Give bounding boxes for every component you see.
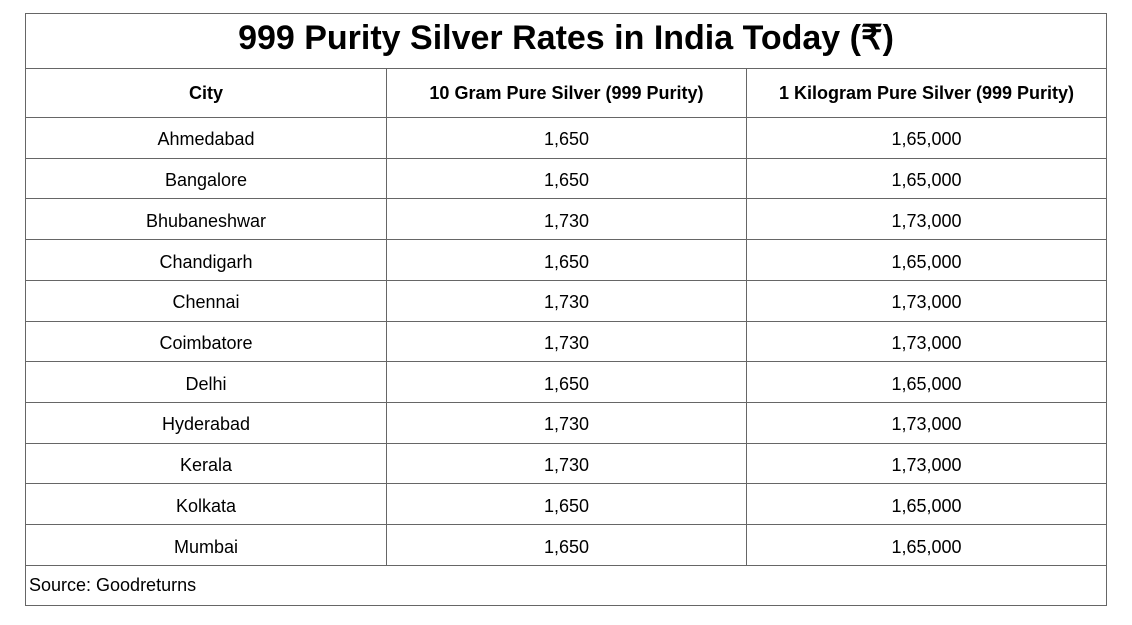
column-header-10-gram: 10 Gram Pure Silver (999 Purity) (386, 68, 747, 118)
city-cell: Coimbatore (25, 320, 387, 363)
city-cell: Mumbai (25, 524, 387, 566)
price-10-gram-cell: 1,650 (386, 361, 747, 404)
price-1-kilogram-cell: 1,65,000 (745, 117, 1108, 159)
city-cell: Ahmedabad (25, 117, 387, 159)
price-1-kilogram-cell: 1,73,000 (745, 320, 1108, 363)
table-row-bangalore: Bangalore 1,650 1,65,000 (25, 157, 1108, 200)
price-1-kilogram-cell: 1,73,000 (745, 279, 1108, 322)
table-row-chennai: Chennai 1,730 1,73,000 (25, 279, 1108, 322)
price-10-gram-cell: 1,650 (386, 524, 747, 566)
table-row-bhubaneshwar: Bhubaneshwar 1,730 1,73,000 (25, 198, 1108, 241)
city-cell: Delhi (25, 361, 387, 404)
price-1-kilogram-cell: 1,65,000 (745, 524, 1108, 566)
city-cell: Chandigarh (25, 239, 387, 281)
table-header-row: City 10 Gram Pure Silver (999 Purity) 1 … (25, 68, 1108, 118)
city-cell: Hyderabad (25, 402, 387, 444)
table-title-row: 999 Purity Silver Rates in India Today (… (24, 13, 1108, 69)
price-10-gram-cell: 1,730 (386, 442, 747, 485)
price-1-kilogram-cell: 1,73,000 (745, 402, 1108, 444)
city-cell: Bangalore (25, 157, 387, 200)
table-row-coimbatore: Coimbatore 1,730 1,73,000 (25, 320, 1108, 363)
price-1-kilogram-cell: 1,65,000 (745, 483, 1108, 526)
price-1-kilogram-cell: 1,65,000 (745, 361, 1108, 404)
price-1-kilogram-cell: 1,65,000 (745, 239, 1108, 281)
city-cell: Bhubaneshwar (25, 198, 387, 241)
silver-rates-table: 999 Purity Silver Rates in India Today (… (24, 13, 1108, 606)
city-cell: Chennai (25, 279, 387, 322)
price-10-gram-cell: 1,730 (386, 402, 747, 444)
source-attribution: Source: Goodreturns (24, 565, 1108, 606)
price-10-gram-cell: 1,650 (386, 117, 747, 159)
city-cell: Kolkata (25, 483, 387, 526)
price-10-gram-cell: 1,730 (386, 198, 747, 241)
price-1-kilogram-cell: 1,65,000 (745, 157, 1108, 200)
table-row-ahmedabad: Ahmedabad 1,650 1,65,000 (25, 117, 1108, 159)
price-10-gram-cell: 1,650 (386, 483, 747, 526)
price-1-kilogram-cell: 1,73,000 (745, 198, 1108, 241)
table-row-delhi: Delhi 1,650 1,65,000 (25, 361, 1108, 404)
column-header-city: City (25, 68, 387, 118)
price-10-gram-cell: 1,650 (386, 239, 747, 281)
table-row-hyderabad: Hyderabad 1,730 1,73,000 (25, 402, 1108, 444)
table-row-mumbai: Mumbai 1,650 1,65,000 (25, 524, 1108, 566)
table-row-chandigarh: Chandigarh 1,650 1,65,000 (25, 239, 1108, 281)
table-row-kerala: Kerala 1,730 1,73,000 (25, 442, 1108, 485)
table-source-row: Source: Goodreturns (24, 565, 1108, 606)
price-10-gram-cell: 1,730 (386, 320, 747, 363)
price-10-gram-cell: 1,730 (386, 279, 747, 322)
table-row-kolkata: Kolkata 1,650 1,65,000 (25, 483, 1108, 526)
price-1-kilogram-cell: 1,73,000 (745, 442, 1108, 485)
price-10-gram-cell: 1,650 (386, 157, 747, 200)
table-title: 999 Purity Silver Rates in India Today (… (24, 13, 1108, 69)
city-cell: Kerala (25, 442, 387, 485)
column-header-1-kilogram: 1 Kilogram Pure Silver (999 Purity) (745, 68, 1108, 118)
